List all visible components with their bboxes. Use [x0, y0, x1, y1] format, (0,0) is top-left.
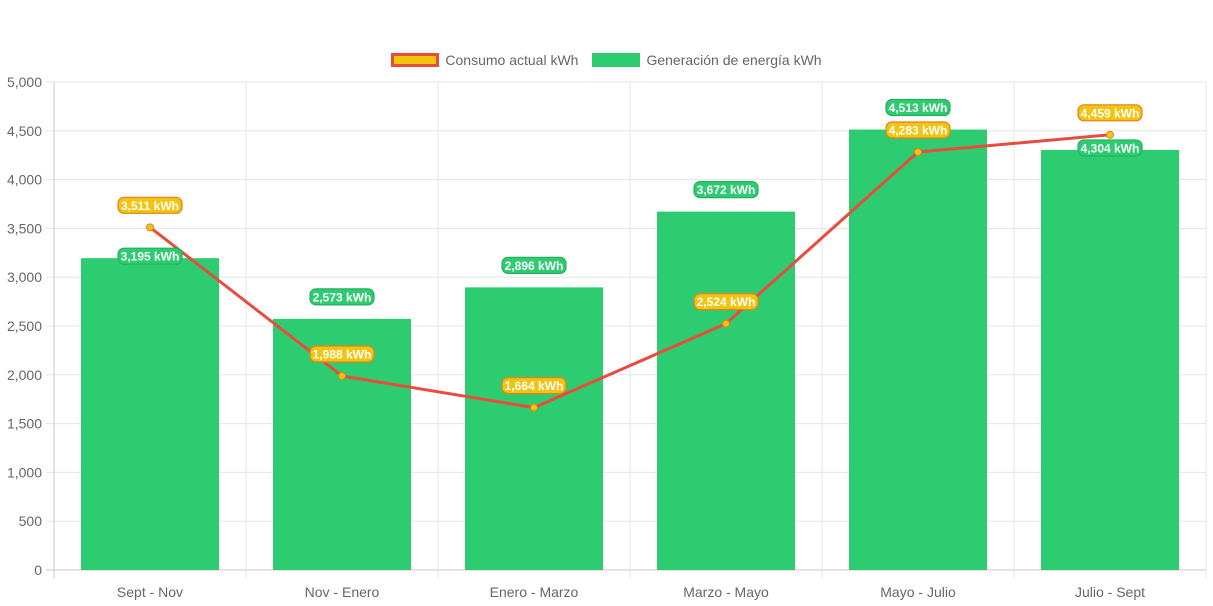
line-data-label: 1,988 kWh	[313, 347, 372, 361]
line-data-label-bg	[309, 345, 375, 363]
line-data-label-bg	[117, 196, 183, 214]
point-consumo	[1106, 130, 1114, 139]
y-tick-label: 3,500	[7, 220, 42, 236]
x-tick-label: Marzo - Mayo	[683, 584, 769, 600]
bar-data-label-bg	[309, 288, 375, 306]
x-tick-label: Nov - Enero	[305, 584, 380, 600]
legend-item-consumo[interactable]: Consumo actual kWh	[391, 52, 578, 68]
x-tick-label: Mayo - Julio	[880, 584, 956, 600]
y-tick-label: 2,500	[7, 318, 42, 334]
legend-swatch-consumo	[391, 53, 440, 67]
bar-data-label-bg	[885, 98, 951, 117]
point-consumo	[722, 319, 730, 328]
y-tick-label: 2,000	[7, 367, 42, 383]
bar-data-label: 2,573 kWh	[313, 290, 372, 304]
y-tick-label: 3,000	[7, 269, 42, 285]
line-data-label-bg	[693, 293, 759, 311]
bar-generacion	[81, 258, 219, 570]
line-data-label: 1,664 kWh	[505, 379, 564, 393]
bar-generacion	[849, 129, 987, 571]
y-tick-label: 4,500	[7, 123, 42, 139]
bar-data-label: 3,672 kWh	[697, 183, 756, 197]
line-data-label: 4,283 kWh	[889, 123, 948, 137]
y-tick-label: 0	[34, 562, 42, 578]
x-tick-label: Julio - Sept	[1075, 584, 1145, 600]
point-consumo	[914, 147, 922, 156]
chart-legend: Consumo actual kWh Generación de energía…	[0, 52, 1213, 68]
x-tick-label: Enero - Marzo	[490, 584, 579, 600]
line-data-label: 3,511 kWh	[121, 199, 179, 213]
line-data-label-bg	[501, 376, 567, 395]
bar-data-label: 3,195 kWh	[121, 250, 180, 264]
legend-item-generacion[interactable]: Generación de energía kWh	[592, 52, 822, 68]
bar-data-label-bg	[1077, 139, 1143, 157]
line-data-label: 4,459 kWh	[1081, 106, 1140, 120]
y-tick-label: 500	[19, 513, 43, 529]
bar-generacion	[465, 287, 603, 570]
point-consumo	[146, 223, 154, 232]
bar-data-label-bg	[693, 181, 759, 199]
point-consumo	[530, 403, 538, 412]
bar-generacion	[657, 211, 795, 570]
line-data-label-bg	[1077, 104, 1143, 122]
bar-data-label-bg	[501, 256, 567, 274]
bar-data-label: 4,304 kWh	[1081, 141, 1140, 155]
point-consumo	[338, 371, 346, 380]
legend-label-consumo: Consumo actual kWh	[445, 52, 579, 68]
line-data-label: 2,524 kWh	[697, 295, 756, 309]
y-tick-label: 1,500	[7, 416, 42, 432]
bar-data-label: 4,513 kWh	[889, 101, 948, 115]
line-data-label-bg	[885, 121, 951, 139]
bar-data-label: 2,896 kWh	[505, 259, 564, 273]
bar-data-label-bg	[117, 247, 183, 265]
y-tick-label: 4,000	[7, 172, 42, 188]
legend-swatch-generacion	[592, 53, 641, 67]
x-tick-label: Sept - Nov	[117, 584, 183, 600]
y-tick-label: 1,000	[7, 464, 42, 480]
legend-label-generacion: Generación de energía kWh	[646, 52, 822, 68]
y-tick-label: 5,000	[7, 74, 42, 90]
bar-generacion	[1041, 149, 1179, 570]
